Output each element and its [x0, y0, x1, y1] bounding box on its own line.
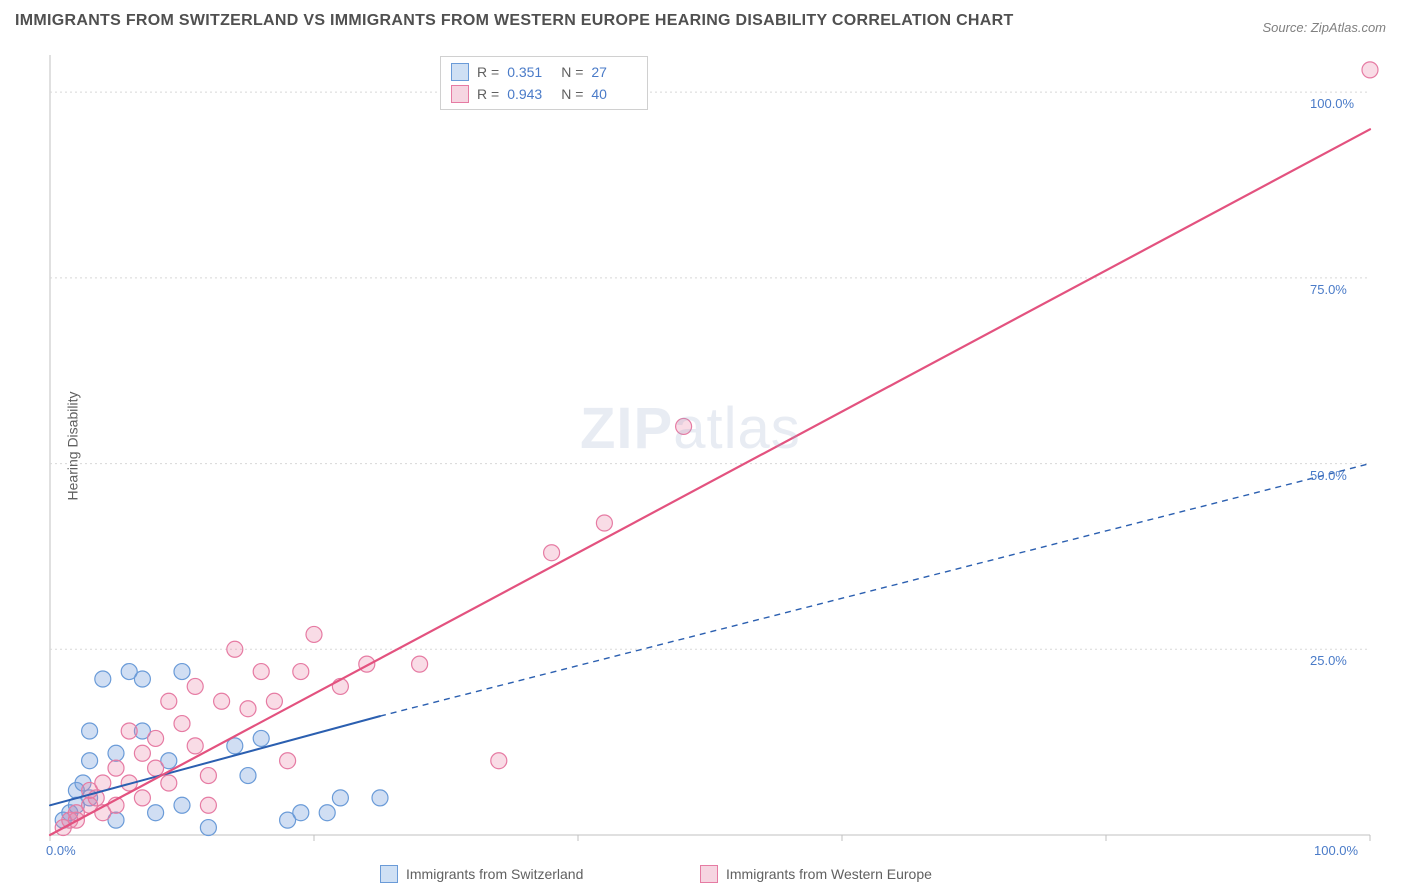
legend-n-value: 40 [591, 86, 637, 102]
legend-r-label: R = [477, 64, 499, 80]
legend-n-label: N = [561, 64, 583, 80]
legend-swatch [700, 865, 718, 883]
y-tick-label: 25.0% [1310, 653, 1406, 668]
legend-swatch [451, 85, 469, 103]
legend-row-western_europe: R = 0.943 N = 40 [451, 83, 637, 105]
x-end-label: 100.0% [1314, 843, 1358, 858]
y-tick-label: 50.0% [1310, 468, 1406, 483]
scatter-plot [0, 0, 1406, 892]
legend-box: R = 0.351 N = 27 R = 0.943 N = 40 [440, 56, 648, 110]
legend-n-label: N = [561, 86, 583, 102]
legend-swatch [451, 63, 469, 81]
y-tick-label: 0.0% [46, 843, 76, 858]
series-name: Immigrants from Western Europe [726, 866, 932, 882]
y-tick-label: 75.0% [1310, 282, 1406, 297]
legend-n-value: 27 [591, 64, 637, 80]
bottom-legend-switzerland: Immigrants from Switzerland [380, 865, 583, 883]
y-tick-label: 100.0% [1310, 96, 1406, 111]
legend-r-label: R = [477, 86, 499, 102]
legend-row-switzerland: R = 0.351 N = 27 [451, 61, 637, 83]
series-name: Immigrants from Switzerland [406, 866, 583, 882]
bottom-legend-western-europe: Immigrants from Western Europe [700, 865, 932, 883]
legend-r-value: 0.351 [507, 64, 553, 80]
legend-r-value: 0.943 [507, 86, 553, 102]
legend-swatch [380, 865, 398, 883]
